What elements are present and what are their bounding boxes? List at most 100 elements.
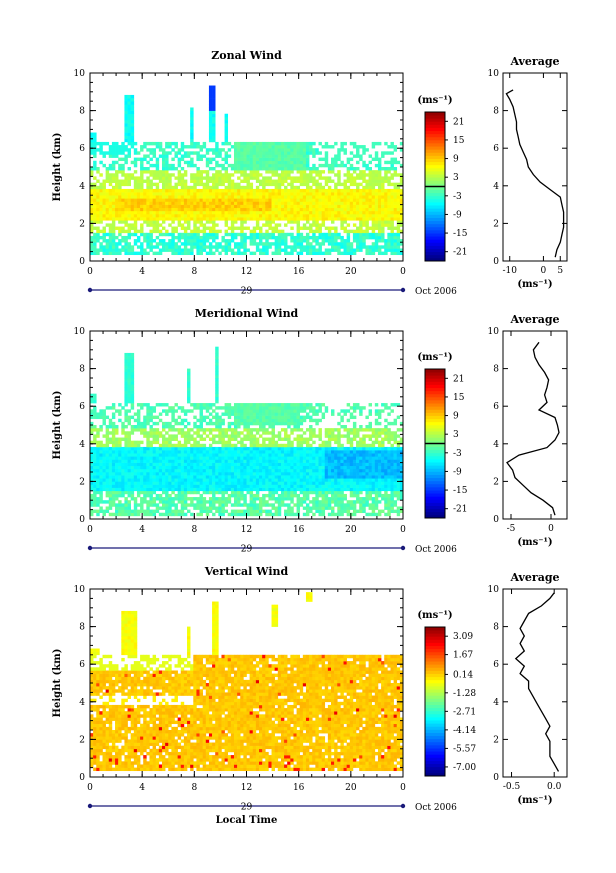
- colorbar-step: [425, 211, 445, 215]
- heatmap-cell: [168, 173, 172, 177]
- heatmap-cell: [146, 245, 150, 249]
- heatmap-cell: [274, 409, 279, 413]
- heatmap-cell: [334, 182, 338, 187]
- heatmap-cell: [321, 170, 326, 174]
- heatmap-cell: [243, 151, 247, 155]
- heatmap-cell: [152, 421, 157, 426]
- heatmap-cell: [240, 503, 244, 507]
- heatmap-cell: [124, 481, 128, 485]
- heatmap-cell: [227, 173, 232, 177]
- heatmap-cell: [309, 214, 313, 218]
- heatmap-cell: [158, 154, 163, 158]
- heatmap-cell: [93, 210, 97, 215]
- heatmap-cell: [93, 160, 97, 165]
- heatmap-cell: [293, 217, 297, 221]
- heatmap-cell: [290, 207, 294, 212]
- heatmap-cell: [324, 210, 329, 215]
- heatmap-cell: [102, 500, 106, 504]
- heatmap-cell: [227, 465, 232, 470]
- heatmap-cell: [108, 481, 113, 485]
- heatmap-cell: [193, 465, 197, 470]
- heatmap-cell: [99, 446, 103, 451]
- heatmap-cell: [190, 110, 194, 115]
- heatmap-cell: [246, 509, 250, 514]
- heatmap-cell: [190, 185, 194, 190]
- heatmap-cell: [202, 490, 207, 495]
- heatmap-cell: [111, 425, 116, 429]
- heatmap-cell: [199, 462, 203, 467]
- colorbar-step: [425, 195, 445, 200]
- heatmap-cell: [321, 163, 326, 168]
- heatmap-cell: [96, 478, 100, 482]
- heatmap-cell: [246, 204, 250, 209]
- heatmap-cell: [108, 478, 113, 482]
- heatmap-cell: [149, 490, 153, 495]
- heatmap-cell: [265, 154, 269, 158]
- heatmap-cell: [359, 170, 363, 174]
- heatmap-cell: [124, 446, 128, 451]
- heatmap-cell: [268, 509, 272, 514]
- heatmap-cell: [340, 188, 344, 193]
- heatmap-cell: [158, 229, 163, 234]
- heatmap-cell: [265, 409, 269, 413]
- heatmap-cell: [180, 490, 185, 495]
- heatmap-cell: [127, 188, 131, 193]
- heatmap-cell: [121, 446, 125, 451]
- heatmap-cell: [174, 443, 178, 448]
- heatmap-cell: [174, 509, 178, 514]
- heatmap-cell: [249, 217, 254, 221]
- heatmap-cell: [252, 195, 257, 199]
- heatmap-cell: [387, 167, 391, 171]
- heatmap-cell: [111, 188, 116, 193]
- heatmap-cell: [243, 478, 247, 482]
- heatmap-cell: [268, 179, 272, 183]
- heatmap-cell: [152, 431, 157, 435]
- heatmap-cell: [233, 210, 238, 215]
- heatmap-cell: [212, 98, 216, 102]
- heatmap-cell: [274, 226, 279, 230]
- heatmap-cell: [108, 226, 113, 230]
- heatmap-cell: [280, 198, 285, 202]
- heatmap-cell: [168, 207, 172, 212]
- heatmap-cell: [187, 210, 191, 215]
- heatmap-cell: [321, 207, 326, 212]
- heatmap-cell: [312, 217, 316, 221]
- heatmap-cell: [193, 226, 197, 230]
- heatmap-cell: [237, 176, 241, 180]
- heatmap-cell: [359, 235, 363, 240]
- heatmap-cell: [149, 232, 153, 237]
- heatmap-cell: [196, 229, 200, 234]
- heatmap-cell: [193, 443, 197, 448]
- heatmap-cell: [165, 450, 169, 454]
- heatmap-cell: [193, 425, 197, 429]
- heatmap-cell: [149, 440, 153, 445]
- colorbar-step: [425, 220, 445, 225]
- heatmap-cell: [193, 223, 197, 227]
- heatmap-cell: [252, 170, 257, 174]
- heatmap-cell: [252, 207, 257, 212]
- heatmap-cell: [259, 198, 263, 202]
- heatmap-cell: [111, 434, 116, 438]
- heatmap-cell: [149, 484, 153, 488]
- heatmap-cell: [237, 170, 241, 174]
- heatmap-cell: [299, 232, 304, 237]
- heatmap-cell: [105, 446, 110, 451]
- heatmap-cell: [140, 170, 144, 174]
- heatmap-cell: [384, 195, 388, 199]
- heatmap-cell: [277, 167, 282, 171]
- heatmap-cell: [124, 179, 128, 183]
- heatmap-cell: [271, 179, 275, 183]
- heatmap-cell: [196, 406, 200, 410]
- date-bar-end: [400, 287, 406, 293]
- heatmap-cell: [90, 145, 94, 149]
- heatmap-cell: [249, 207, 254, 212]
- heatmap-cell: [321, 204, 326, 209]
- heatmap-cell: [190, 195, 194, 199]
- heatmap-cell: [121, 226, 125, 230]
- heatmap-cell: [262, 167, 266, 171]
- heatmap-cell: [352, 229, 357, 234]
- heatmap-cell: [318, 235, 322, 240]
- heatmap-cell: [108, 472, 113, 476]
- heatmap-cell: [149, 179, 153, 183]
- heatmap-cell: [277, 192, 282, 196]
